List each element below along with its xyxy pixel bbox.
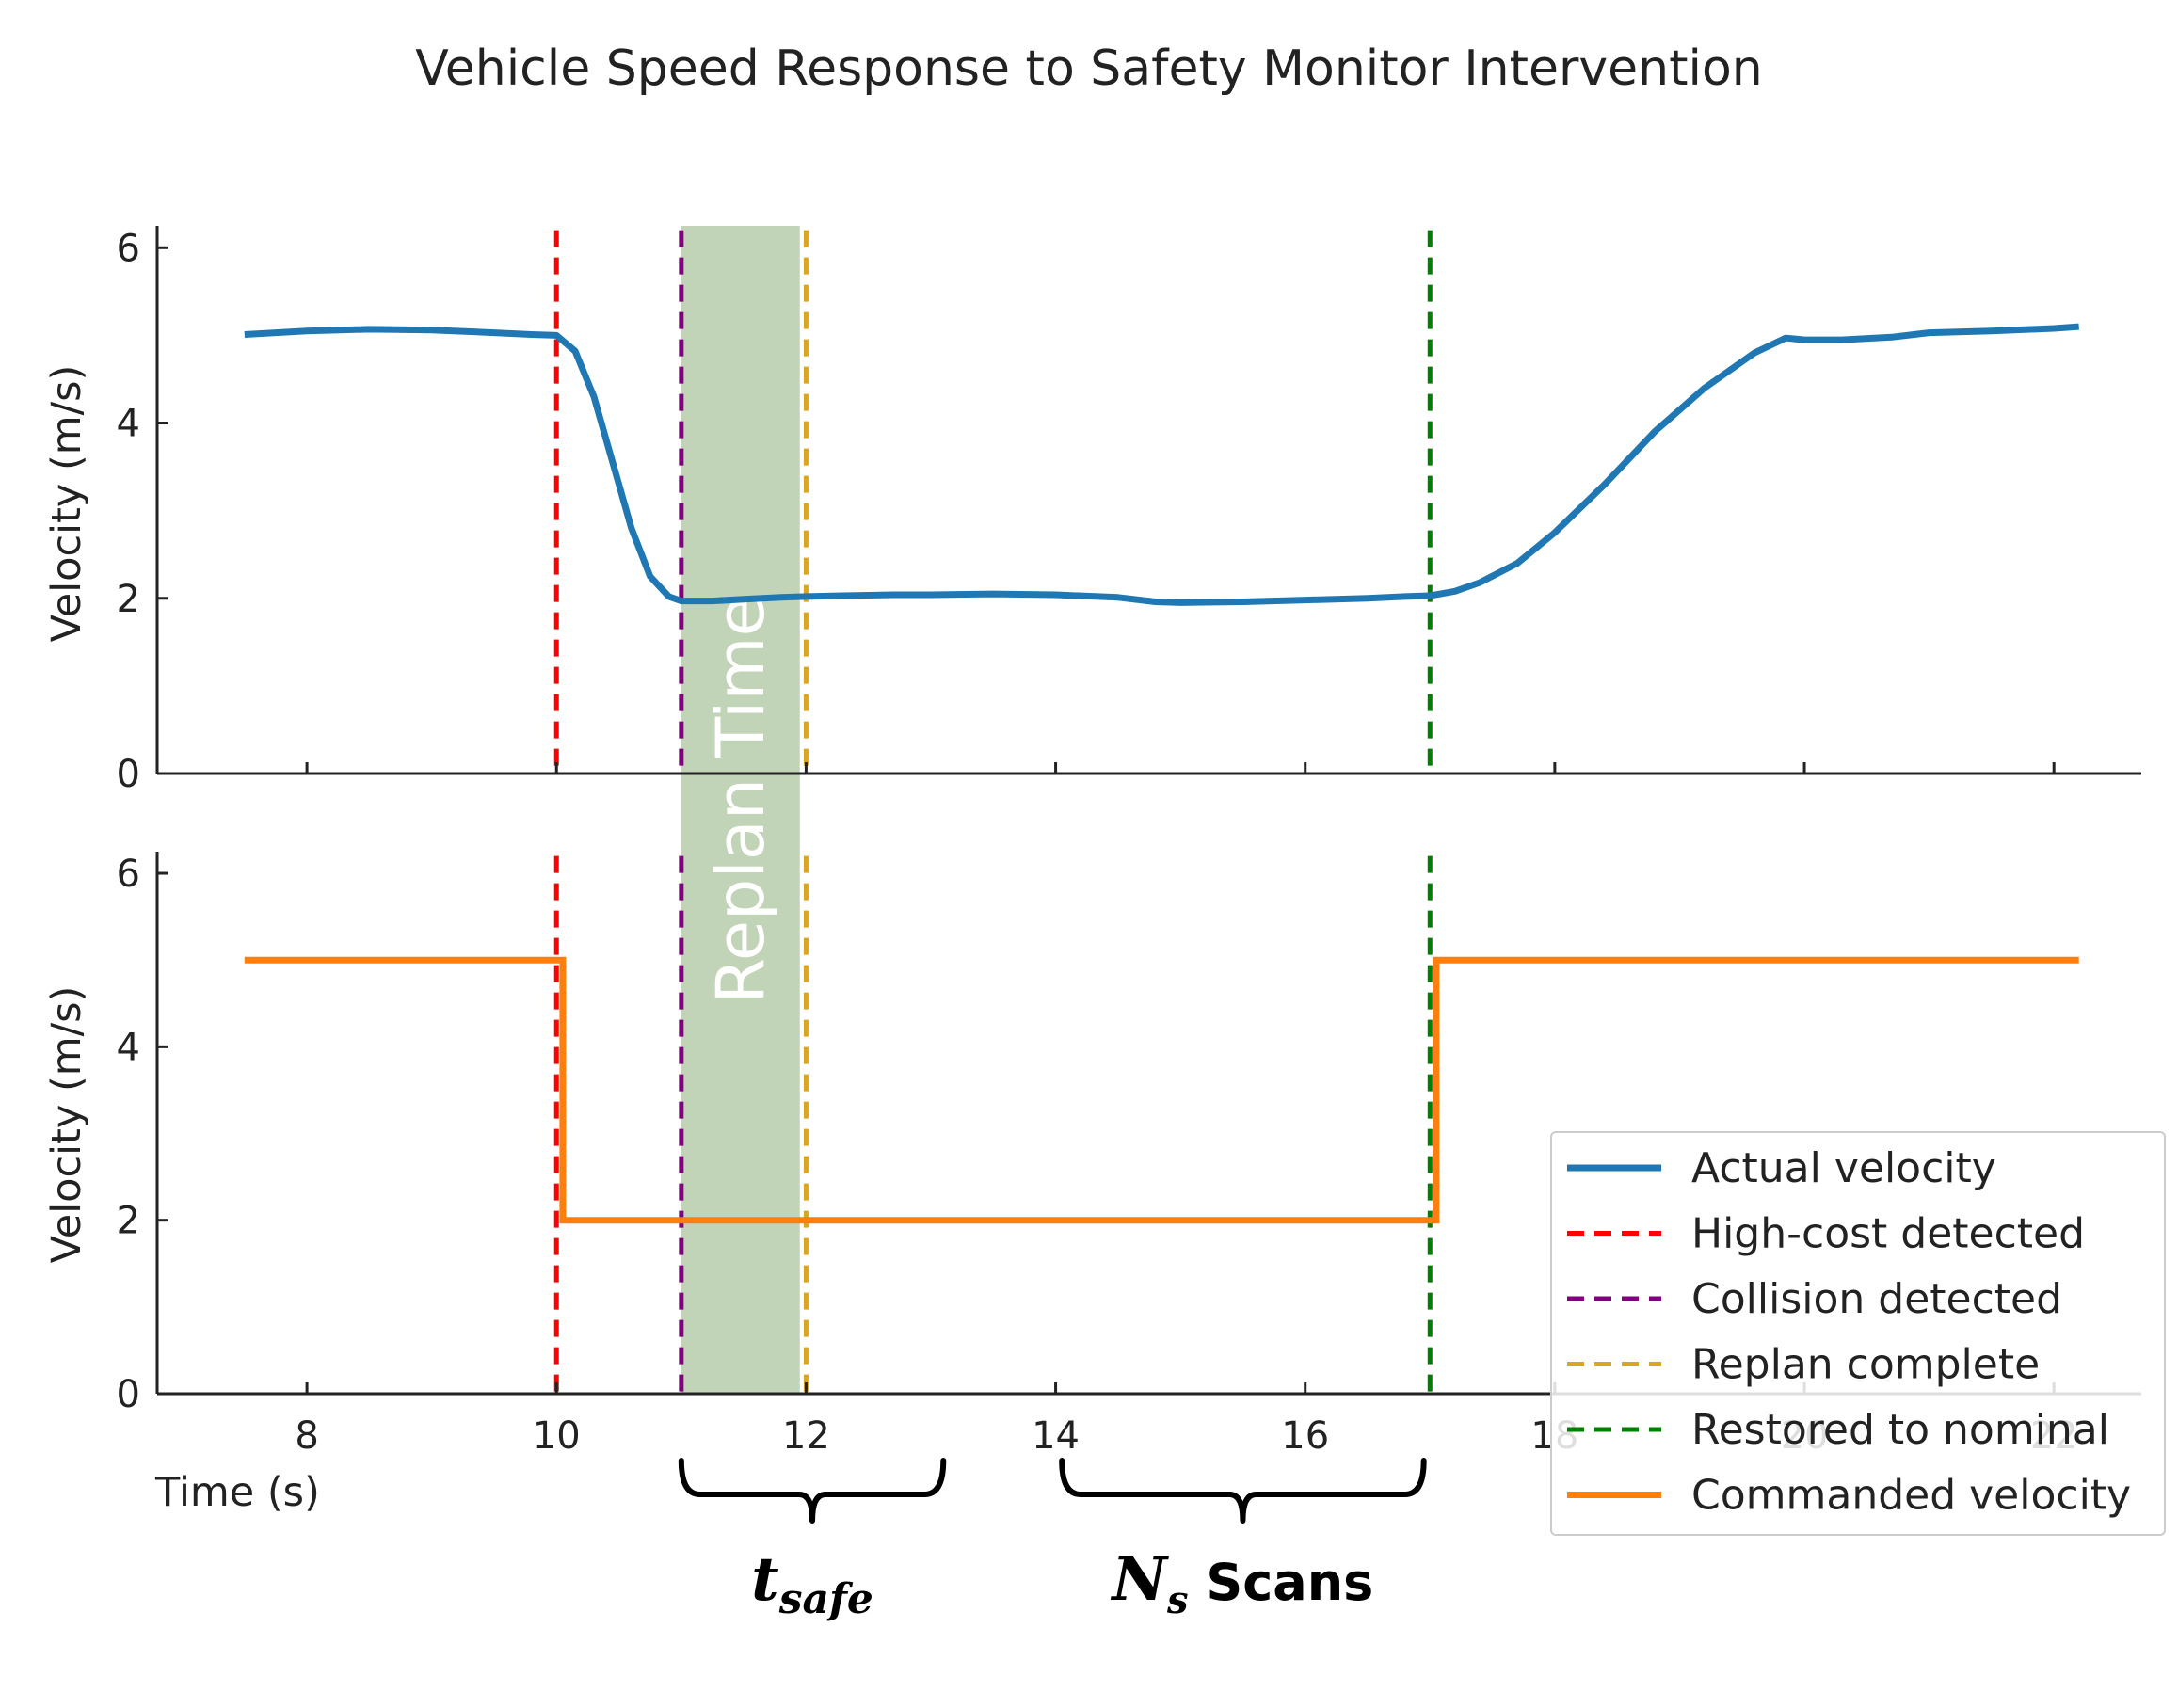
ns-scans-label-rest: Scans <box>1189 1553 1374 1612</box>
x-tick-label: 16 <box>1281 1414 1329 1458</box>
bot-y-tick-label: 6 <box>117 853 140 896</box>
top-y-tick-label: 4 <box>117 403 140 446</box>
legend-box <box>1550 1131 2166 1536</box>
bottom-event-lines <box>553 855 1433 1394</box>
top-event-lines <box>553 230 1433 774</box>
bot-y-tick-label: 2 <box>117 1200 140 1243</box>
top-panel: 0 2 4 6 Velocity (m/s) <box>43 226 2141 796</box>
replan-band-rect <box>681 226 800 1394</box>
t-safe-label: tsafe <box>751 1544 873 1623</box>
top-y-axis-label: Velocity (m/s) <box>43 365 90 643</box>
top-y-tick-label: 6 <box>117 227 140 270</box>
chart-title: Vehicle Speed Response to Safety Monitor… <box>415 40 1762 97</box>
x-tick-label: 12 <box>782 1414 830 1458</box>
top-y-tick-label: 0 <box>117 753 140 796</box>
bottom-y-axis-label: Velocity (m/s) <box>43 986 90 1264</box>
replan-band-label: Replan Time <box>702 596 779 1003</box>
legend-label-actual-velocity: Actual velocity <box>1691 1144 1996 1192</box>
bot-y-tick-label: 0 <box>117 1373 140 1416</box>
x-tick-label: 10 <box>533 1414 581 1458</box>
ns-scans-label-sub: s <box>1166 1578 1189 1622</box>
replan-band: Replan Time <box>681 226 800 1394</box>
ns-scans-brace <box>1059 1458 1427 1524</box>
bot-y-tick-label: 4 <box>117 1026 140 1069</box>
x-tick-label: 14 <box>1032 1414 1080 1458</box>
legend-label-high-cost-detected: High-cost detected <box>1691 1210 2085 1258</box>
ns-scans-label: Ns Scans <box>1111 1544 1374 1622</box>
commanded-velocity-line <box>244 956 2079 1224</box>
legend-label-replan-complete: Replan complete <box>1691 1341 2040 1389</box>
legend-label-commanded-velocity: Commanded velocity <box>1691 1472 2131 1520</box>
x-tick-label: 8 <box>295 1414 318 1458</box>
ns-scans-label-main: N <box>1111 1544 1170 1615</box>
legend: Actual velocity High-cost detected Collisi… <box>1550 1131 2166 1536</box>
t-safe-label-main: t <box>751 1544 779 1615</box>
legend-label-collision-detected: Collision detected <box>1691 1275 2062 1323</box>
actual-velocity-line <box>244 323 2079 606</box>
top-y-tick-label: 2 <box>117 578 140 621</box>
legend-label-restored-to-nominal: Restored to nominal <box>1691 1406 2109 1454</box>
t-safe-brace <box>678 1458 947 1524</box>
t-safe-label-sub: safe <box>778 1575 873 1623</box>
top-axes: 0 2 4 6 <box>117 226 2141 796</box>
x-axis-label: Time (s) <box>154 1469 320 1516</box>
brace-annotations: tsafe Ns Scans <box>678 1458 1427 1623</box>
